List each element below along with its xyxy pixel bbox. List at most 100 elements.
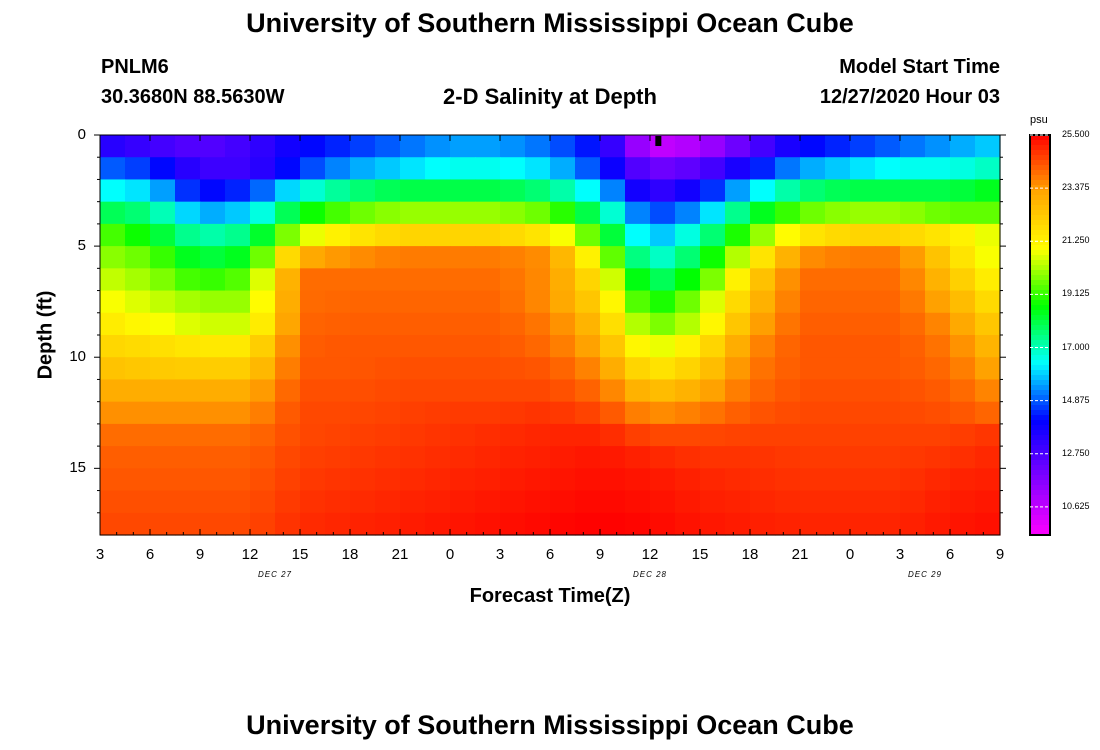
colorbar-segment <box>1030 320 1050 326</box>
heatmap-cell <box>725 201 751 225</box>
station-coords: 30.3680N 88.5630W <box>101 86 285 108</box>
heatmap-cell <box>950 135 976 158</box>
heatmap-cell <box>300 268 326 292</box>
heatmap-cell <box>875 401 901 425</box>
heatmap-cell <box>275 468 301 492</box>
heatmap-cell <box>475 446 501 469</box>
heatmap-cell <box>650 312 676 336</box>
heatmap-cell <box>575 335 601 358</box>
heatmap-cell <box>250 246 276 269</box>
heatmap-cell <box>550 312 576 336</box>
colorbar-segment <box>1030 405 1050 411</box>
colorbar-segment <box>1030 310 1050 316</box>
heatmap-cell <box>900 135 926 158</box>
heatmap-cell <box>200 268 226 292</box>
heatmap-cell <box>925 268 951 292</box>
heatmap-cell <box>450 179 476 203</box>
heatmap-cell <box>375 268 401 292</box>
heatmap-cell <box>125 357 151 381</box>
colorbar-segment <box>1030 250 1050 256</box>
heatmap-cell <box>800 512 826 536</box>
heatmap-cell <box>500 179 526 203</box>
heatmap-cell <box>825 490 851 514</box>
heatmap-cell <box>375 379 401 403</box>
heatmap-cell <box>475 401 501 425</box>
heatmap-cell <box>800 290 826 314</box>
heatmap-cell <box>725 335 751 358</box>
colorbar-segment <box>1030 270 1050 276</box>
heatmap-cell <box>350 379 376 403</box>
heatmap-cell <box>525 157 551 181</box>
x-axis-label: Forecast Time(Z) <box>469 585 631 607</box>
y-tick-label: 0 <box>77 126 86 143</box>
heatmap-cell <box>750 223 776 247</box>
x-tick-label: 12 <box>241 546 259 563</box>
heatmap-cell <box>500 290 526 314</box>
heatmap-cell <box>875 268 901 292</box>
heatmap-cell <box>250 312 276 336</box>
heatmap-cell <box>375 135 401 158</box>
heatmap-cell <box>525 468 551 492</box>
heatmap-cell <box>175 423 201 447</box>
colorbar-segment <box>1030 420 1050 426</box>
colorbar-segment <box>1030 225 1050 231</box>
heatmap-cell <box>650 490 676 514</box>
heatmap-cell <box>150 423 176 447</box>
heatmap-cell <box>175 268 201 292</box>
y-tick-label: 5 <box>77 237 86 255</box>
heatmap-cell <box>350 223 376 247</box>
colorbar-segment <box>1030 490 1050 496</box>
heatmap-cell <box>800 357 826 381</box>
x-tick-label: 3 <box>495 546 505 563</box>
day-label: DEC 29 <box>907 570 942 579</box>
heatmap-cell <box>850 179 876 203</box>
heatmap-cell <box>775 401 801 425</box>
heatmap-cell <box>350 468 376 492</box>
heatmap-cell <box>575 512 601 536</box>
heatmap-cell <box>975 512 1001 536</box>
x-tick-label: 9 <box>195 546 205 563</box>
heatmap-cell <box>700 179 726 203</box>
heatmap-cell <box>450 312 476 336</box>
x-tick-label: 6 <box>545 546 555 563</box>
heatmap-cell <box>325 179 351 203</box>
heatmap-cell <box>875 357 901 381</box>
heatmap-cell <box>425 446 451 469</box>
heatmap-cell <box>675 157 701 181</box>
heatmap-cell <box>850 201 876 225</box>
heatmap-cell <box>450 246 476 269</box>
heatmap-cell <box>175 135 201 158</box>
heatmap-cell <box>675 379 701 403</box>
heatmap-cell <box>325 246 351 269</box>
heatmap-cell <box>575 157 601 181</box>
heatmap-cell <box>175 201 201 225</box>
heatmap-cell <box>675 335 701 358</box>
heatmap-cell <box>525 290 551 314</box>
x-tick-label: 15 <box>691 546 709 563</box>
heatmap-cell <box>200 246 226 269</box>
heatmap-cell <box>325 357 351 381</box>
heatmap-cell <box>100 157 126 181</box>
heatmap-cell <box>975 379 1001 403</box>
heatmap-cell <box>975 468 1001 492</box>
heatmap-cell <box>475 468 501 492</box>
heatmap-cell <box>575 268 601 292</box>
heatmap-cell <box>775 423 801 447</box>
heatmap-cell <box>525 423 551 447</box>
heatmap-cell <box>250 490 276 514</box>
heatmap-cell <box>500 490 526 514</box>
heatmap-cell <box>650 446 676 469</box>
heatmap-cell <box>300 512 326 536</box>
heatmap-cell <box>400 135 426 158</box>
heatmap-cell <box>675 268 701 292</box>
colorbar-segment <box>1030 205 1050 211</box>
heatmap-cell <box>125 468 151 492</box>
heatmap-cell <box>475 179 501 203</box>
heatmap-cell <box>725 423 751 447</box>
colorbar-segment <box>1030 265 1050 271</box>
heatmap-cell <box>475 201 501 225</box>
heatmap-cell <box>675 179 701 203</box>
colorbar-segment <box>1030 440 1050 446</box>
heatmap-cell <box>875 512 901 536</box>
heatmap-cell <box>725 246 751 269</box>
